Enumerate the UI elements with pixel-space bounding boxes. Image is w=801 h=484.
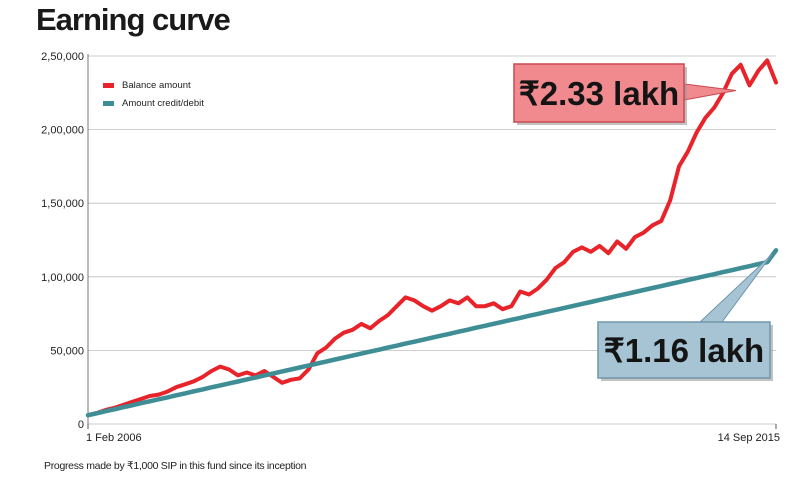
chart-title: Earning curve: [36, 2, 231, 37]
y-tick-label: 0: [78, 419, 84, 431]
amount-credit-debit-line: [85, 248, 779, 418]
y-tick-label: 2,00,000: [41, 125, 84, 137]
legend-label: Balance amount: [122, 80, 191, 91]
y-tick-label: 2,50,000: [41, 51, 84, 63]
y-tick-label: 1,00,000: [41, 272, 84, 284]
legend-swatch: [103, 83, 114, 88]
callout-box: [597, 321, 771, 379]
y-tick-label: 1,50,000: [41, 198, 84, 210]
callout-pointer: [698, 253, 773, 323]
callout-label: ₹1.16 lakh: [604, 332, 764, 369]
x-tick-label: 14 Sep 2015: [718, 432, 780, 444]
y-tick-label: 50,000: [50, 345, 84, 357]
balance-amount-line: [86, 58, 778, 418]
callout-label: ₹2.33 lakh: [519, 75, 679, 112]
legend-swatch: [103, 101, 114, 106]
callout-box: [513, 63, 685, 123]
legend-label: Amount credit/debit: [122, 98, 204, 109]
x-tick-label: 1 Feb 2006: [86, 432, 142, 444]
chart-footnote: Progress made by ₹1,000 SIP in this fund…: [44, 460, 307, 472]
